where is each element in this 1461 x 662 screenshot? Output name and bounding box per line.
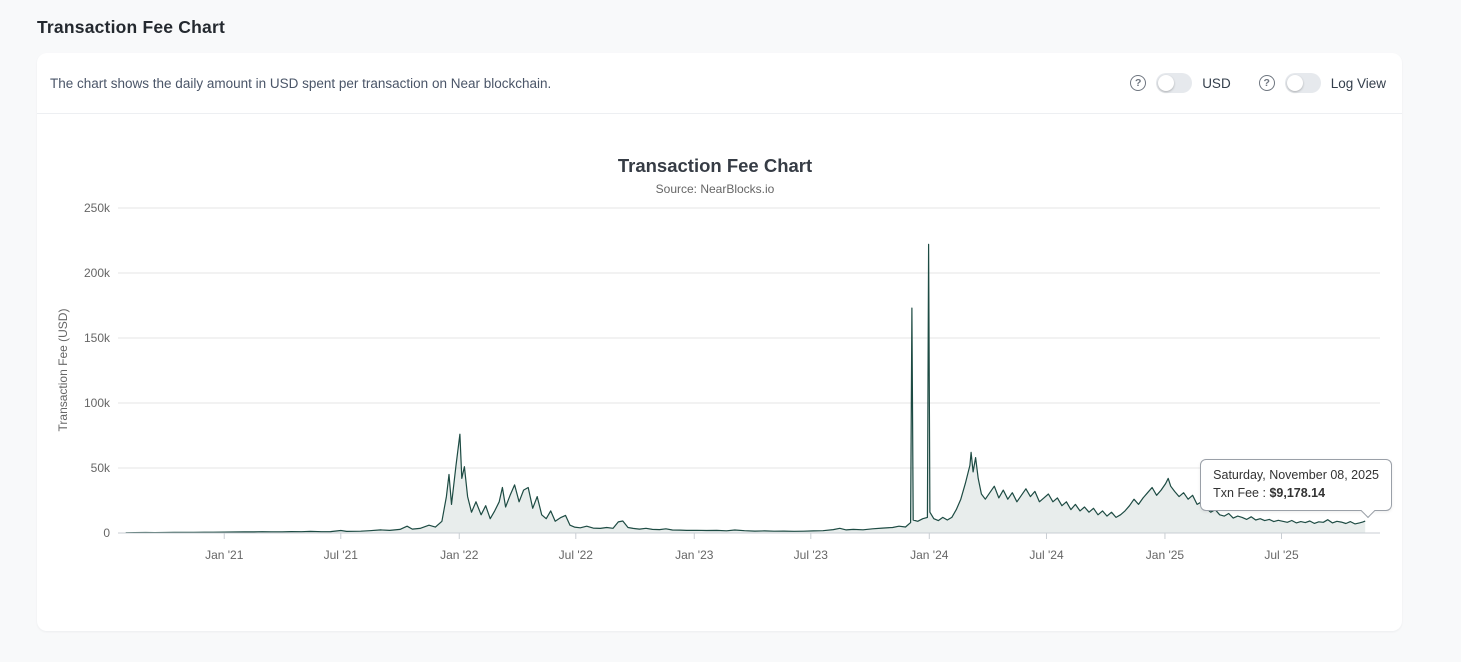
page-title: Transaction Fee Chart: [37, 17, 226, 37]
chart-title: Transaction Fee Chart: [618, 155, 812, 176]
chart-description: The chart shows the daily amount in USD …: [50, 75, 552, 91]
log-view-toggle-knob: [1286, 75, 1303, 91]
y-tick-label: 0: [103, 526, 110, 540]
y-tick-label: 250k: [84, 201, 111, 215]
chart-area: Transaction Fee Chart Source: NearBlocks…: [37, 114, 1402, 630]
log-view-help-icon[interactable]: ?: [1258, 75, 1275, 91]
tooltip-value: $9,178.14: [1269, 485, 1326, 500]
chart-tooltip: Saturday, November 08, 2025 Txn Fee : $9…: [1200, 459, 1392, 519]
series-layer: [125, 243, 1366, 534]
x-tick-label: Jan '21: [205, 548, 244, 562]
x-tick-label: Jan '24: [910, 548, 949, 562]
chart-controls: ? USD ? Log View: [1130, 73, 1386, 93]
transaction-fee-chart[interactable]: Transaction Fee Chart Source: NearBlocks…: [37, 114, 1402, 630]
axes-layer: 0 50k 100k 150k 200k 250k Jan '21 Jul '21 Jan '2…: [84, 201, 1380, 562]
fee-area-fill: [125, 244, 1366, 533]
log-view-toggle[interactable]: [1284, 73, 1321, 93]
x-tick-label: Jul '22: [559, 548, 594, 562]
y-tick-label: 150k: [84, 331, 111, 345]
x-tick-label: Jul '21: [324, 548, 359, 562]
chart-subtitle: Source: NearBlocks.io: [656, 182, 775, 196]
card-header: The chart shows the daily amount in USD …: [37, 53, 1402, 114]
x-tick-label: Jul '25: [1264, 548, 1299, 562]
x-tick-label: Jan '23: [675, 548, 714, 562]
x-tick-label: Jul '23: [794, 548, 829, 562]
y-tick-label: 200k: [84, 266, 111, 280]
gridlines-layer: [118, 207, 1380, 469]
tooltip-date: Saturday, November 08, 2025: [1213, 468, 1379, 482]
usd-toggle-label: USD: [1202, 75, 1231, 91]
fee-line: [125, 243, 1366, 534]
x-tick-label: Jan '22: [440, 548, 479, 562]
tooltip-label: Txn Fee :: [1213, 485, 1266, 500]
y-tick-label: 100k: [84, 396, 111, 410]
chart-card: The chart shows the daily amount in USD …: [37, 53, 1402, 631]
y-axis-title: Transaction Fee (USD): [56, 309, 70, 432]
log-view-toggle-group: ? Log View: [1258, 73, 1386, 93]
tooltip-value-line: Txn Fee : $9,178.14: [1213, 485, 1379, 503]
usd-help-icon[interactable]: ?: [1130, 75, 1147, 91]
usd-toggle-group: ? USD: [1130, 73, 1231, 93]
usd-toggle-knob: [1158, 75, 1175, 91]
y-tick-label: 50k: [91, 461, 111, 475]
usd-toggle[interactable]: [1156, 73, 1193, 93]
log-view-toggle-label: Log View: [1330, 75, 1386, 91]
x-tick-label: Jan '25: [1146, 548, 1185, 562]
x-tick-label: Jul '24: [1029, 548, 1064, 562]
